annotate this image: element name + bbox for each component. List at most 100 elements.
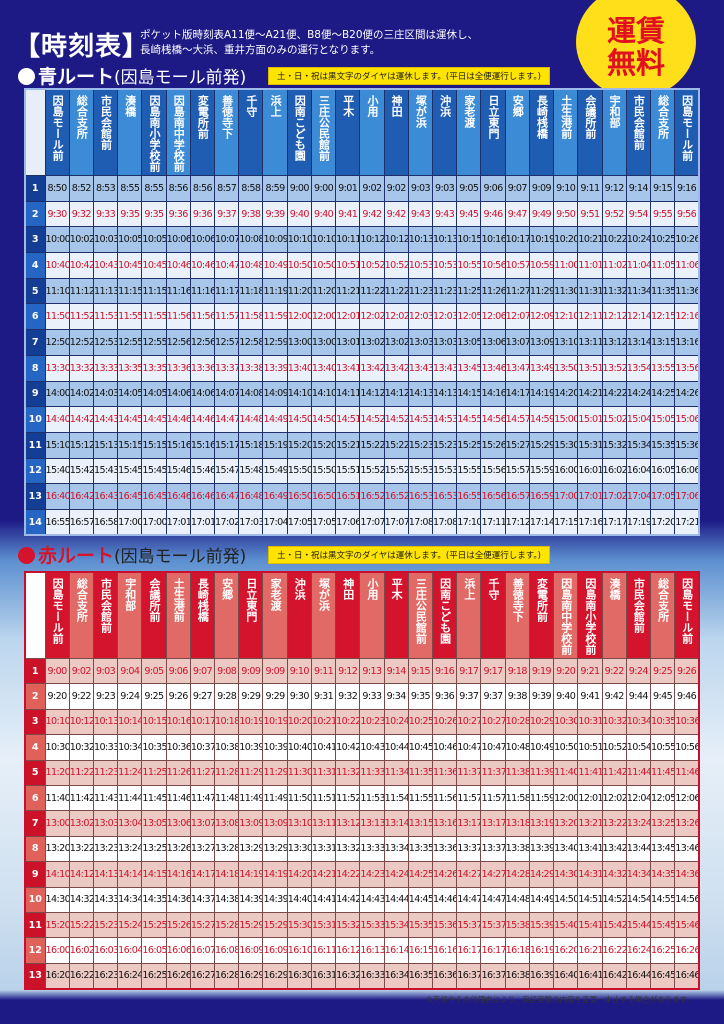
departure-time: 10:24 <box>625 226 651 254</box>
departure-time: 11:52 <box>68 303 94 331</box>
departure-time: 9:37 <box>214 200 240 228</box>
stop-header: 沖浜 <box>431 88 458 176</box>
departure-time: 16:40 <box>44 483 70 510</box>
departure-time: 15:37 <box>480 911 506 939</box>
departure-time: 13:33 <box>92 354 119 382</box>
departure-time: 11:22 <box>383 277 409 305</box>
stop-header: 因南こども園 <box>431 571 458 659</box>
departure-time: 14:30 <box>44 886 70 913</box>
departure-time: 15:45 <box>649 911 676 939</box>
departure-time: 14:35 <box>649 861 676 888</box>
departure-time: 10:36 <box>165 734 191 761</box>
departure-time: 16:08 <box>214 937 240 964</box>
departure-time: 12:07 <box>504 303 530 331</box>
departure-time: 9:35 <box>141 200 167 228</box>
departure-time: 14:34 <box>625 861 651 888</box>
departure-time: 10:12 <box>68 708 94 736</box>
departure-time: 12:00 <box>553 784 579 812</box>
departure-time: 16:22 <box>601 937 627 964</box>
departure-time: 17:21 <box>674 508 700 536</box>
trip-row: 2 9:20 9:22 9:23 9:24 9:25 9:26 9:27 9:28 9:29 9:2… <box>24 683 700 710</box>
departure-time: 11:56 <box>431 784 458 812</box>
departure-time: 9:12 <box>601 175 627 202</box>
departure-time: 17:08 <box>431 508 458 536</box>
departure-time: 13:38 <box>238 354 264 382</box>
trip-row: 11 15:20 15:22 15:23 15:24 15:25 15:26 15:27 15:… <box>24 911 700 939</box>
departure-time: 14:24 <box>383 861 409 888</box>
departure-time: 16:40 <box>553 962 579 990</box>
departure-time: 13:07 <box>504 329 530 356</box>
departure-time: 11:56 <box>165 303 191 331</box>
departure-time: 15:31 <box>310 911 337 939</box>
departure-time: 15:50 <box>310 457 337 485</box>
departure-time: 15:15 <box>141 431 167 459</box>
departure-time: 15:25 <box>456 431 482 459</box>
stop-name: 因島南小学校前 <box>583 578 597 655</box>
departure-time: 11:00 <box>553 252 579 279</box>
departure-time: 10:13 <box>92 708 119 736</box>
trip-row: 1 8:50 8:52 8:53 8:55 8:55 8:56 8:56 8:57 8:58 8:5… <box>24 175 700 202</box>
departure-time: 10:45 <box>407 734 434 761</box>
free-fare-badge: 運賃無料 <box>576 0 696 98</box>
stop-name: 小用 <box>365 95 379 117</box>
departure-time: 15:16 <box>189 431 216 459</box>
departure-time: 9:56 <box>674 200 700 228</box>
departure-time: 9:45 <box>456 200 482 228</box>
stop-header: 会議所前 <box>577 88 603 176</box>
departure-time: 12:50 <box>44 329 70 356</box>
departure-time: 14:52 <box>383 406 409 433</box>
departure-time: 13:55 <box>649 354 676 382</box>
departure-time: 13:46 <box>674 835 700 863</box>
trip-number: 12 <box>24 937 46 964</box>
departure-time: 10:05 <box>117 226 143 254</box>
departure-time: 11:55 <box>141 303 167 331</box>
departure-time: 9:43 <box>407 200 434 228</box>
departure-time: 9:20 <box>44 683 70 710</box>
stop-name: 市民会館前 <box>632 95 646 150</box>
trip-number: 1 <box>24 175 46 202</box>
departure-time: 16:00 <box>553 457 579 485</box>
departure-time: 10:17 <box>189 708 216 736</box>
departure-time: 13:17 <box>456 810 482 837</box>
stop-header: 小用 <box>359 88 385 176</box>
departure-time: 15:31 <box>577 431 603 459</box>
departure-time: 15:36 <box>674 431 700 459</box>
departure-time: 17:00 <box>141 508 167 536</box>
departure-time: 13:39 <box>262 354 288 382</box>
departure-time: 14:05 <box>141 380 167 408</box>
departure-time: 9:15 <box>407 657 434 685</box>
trip-row: 5 11:10 11:12 11:13 11:15 11:15 11:16 11:16 11:1… <box>24 277 700 305</box>
departure-time: 13:40 <box>310 354 337 382</box>
departure-time: 12:15 <box>649 303 676 331</box>
departure-time: 14:34 <box>117 886 143 913</box>
departure-time: 9:46 <box>674 683 700 710</box>
departure-time: 16:36 <box>431 962 458 990</box>
departure-time: 13:52 <box>601 354 627 382</box>
departure-time: 17:06 <box>674 483 700 510</box>
departure-time: 13:41 <box>577 835 603 863</box>
departure-time: 10:35 <box>141 734 167 761</box>
departure-time: 11:41 <box>577 759 603 786</box>
departure-time: 11:53 <box>359 784 385 812</box>
departure-time: 10:25 <box>407 708 434 736</box>
departure-time: 9:25 <box>649 657 676 685</box>
departure-time: 14:10 <box>44 861 70 888</box>
departure-time: 13:09 <box>238 810 264 837</box>
departure-time: 15:28 <box>214 911 240 939</box>
departure-time: 16:19 <box>528 937 555 964</box>
departure-time: 14:12 <box>359 380 385 408</box>
departure-time: 17:20 <box>649 508 676 536</box>
stop-name: 善徳寺下 <box>220 95 234 139</box>
departure-time: 9:11 <box>310 657 337 685</box>
departure-time: 13:32 <box>68 354 94 382</box>
departure-time: 9:19 <box>528 657 555 685</box>
departure-time: 9:17 <box>456 657 482 685</box>
departure-time: 9:02 <box>383 175 409 202</box>
departure-time: 11:44 <box>117 784 143 812</box>
departure-time: 9:36 <box>431 683 458 710</box>
departure-time: 10:51 <box>335 252 361 279</box>
departure-time: 10:48 <box>504 734 530 761</box>
departure-time: 12:10 <box>553 303 579 331</box>
departure-time: 10:16 <box>165 708 191 736</box>
departure-time: 9:40 <box>286 200 312 228</box>
